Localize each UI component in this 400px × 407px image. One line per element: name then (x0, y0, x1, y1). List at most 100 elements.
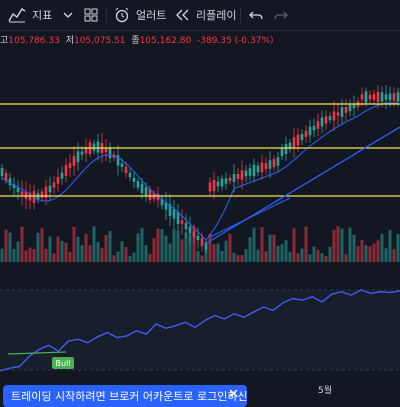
volume-bar (220, 251, 224, 262)
volume-bar (156, 228, 160, 262)
volume-bar (148, 253, 152, 262)
indicators-button[interactable]: 지표 (8, 0, 52, 30)
candle-body (164, 202, 168, 210)
volume-bar (68, 252, 72, 262)
volume-bar (340, 228, 344, 262)
volume-bar (396, 234, 400, 262)
candle-body (344, 107, 348, 113)
volume-bar (16, 241, 20, 262)
candle-body (48, 185, 52, 193)
volume-bar (200, 255, 204, 262)
bull-marker (52, 357, 74, 369)
candle-body (96, 141, 100, 153)
candle-body (224, 178, 228, 184)
undo-icon[interactable] (249, 0, 263, 30)
volume-bar (196, 250, 200, 262)
candle-body (140, 183, 144, 194)
chevron-down-icon[interactable] (63, 0, 73, 30)
candle-body (264, 162, 268, 170)
candle-body (388, 93, 392, 101)
volume-bar (204, 244, 208, 262)
volume-bar (308, 254, 312, 262)
close-icon[interactable]: ✕ (228, 387, 239, 402)
volume-bar (208, 233, 212, 262)
candle-body (104, 147, 108, 153)
low-value: 105,075.51 (73, 36, 126, 46)
volume-bar (348, 227, 352, 262)
high-label: 고 (0, 36, 9, 46)
candle-body (76, 151, 80, 163)
price-chart[interactable]: Bull (0, 52, 400, 400)
candle-body (108, 147, 112, 159)
candle-body (180, 220, 184, 224)
candle-body (188, 226, 192, 234)
candle-body (84, 146, 88, 154)
trend-line[interactable] (209, 197, 291, 238)
volume-bar (336, 226, 340, 262)
volume-bar (176, 231, 180, 262)
volume-bar (4, 229, 8, 262)
volume-bar (84, 233, 88, 262)
candle-body (292, 137, 296, 149)
candle-body (24, 191, 28, 199)
volume-bar (188, 234, 192, 262)
volume-bar (80, 245, 84, 262)
candle-body (252, 164, 256, 177)
redo-icon[interactable] (274, 0, 288, 30)
replay-button[interactable]: 리플레이 (176, 0, 236, 30)
candle-body (244, 170, 248, 177)
candle-body (28, 192, 32, 201)
candle-body (92, 143, 96, 151)
candle-body (332, 111, 336, 121)
alerts-button[interactable]: 얼러트 (114, 0, 166, 30)
trend-line[interactable] (204, 126, 400, 245)
candle-body (128, 172, 132, 178)
alarm-clock-icon (115, 7, 129, 23)
candle-body (72, 155, 76, 166)
volume-bar (260, 227, 264, 262)
volume-bar (116, 251, 120, 262)
candle-body (156, 193, 160, 201)
volume-bar (264, 251, 268, 262)
volume-bar (96, 241, 100, 262)
candle-body (60, 172, 64, 179)
candle-body (352, 103, 356, 109)
candle-body (284, 144, 288, 154)
volume-bar (24, 250, 28, 262)
volume-bar (20, 226, 24, 262)
volume-bar (388, 230, 392, 262)
candle-body (52, 182, 56, 188)
volume-bar (48, 236, 52, 262)
volume-bar (276, 245, 280, 262)
volume-bar (380, 233, 384, 262)
change-value: -389.35 (-0.37%) (197, 36, 274, 46)
candle-body (380, 92, 384, 102)
volume-bar (164, 235, 168, 262)
volume-bar (72, 226, 76, 262)
candle-body (68, 163, 72, 169)
candle-body (56, 177, 60, 184)
volume-bar (236, 255, 240, 262)
volume-bar (272, 234, 276, 262)
volume-bar (384, 248, 388, 262)
candle-body (384, 94, 388, 100)
bull-divergence-line (7, 351, 67, 355)
volume-bar (304, 226, 308, 262)
volume-bar (288, 251, 292, 262)
volume-bar (280, 244, 284, 262)
candle-body (0, 167, 4, 177)
volume-bar (352, 234, 356, 262)
horizontal-levels[interactable] (0, 103, 400, 197)
volume-bar (296, 253, 300, 262)
volume-bar (112, 255, 116, 262)
volume-bar (252, 227, 256, 262)
login-banner[interactable]: 트레이딩 시작하려면 브로커 어카운트로 로그인하신 ✕ (3, 385, 247, 407)
trend-lines[interactable] (204, 126, 400, 245)
volume-bar (92, 226, 96, 262)
candle-body (288, 142, 292, 150)
layout-grid-icon[interactable] (84, 0, 98, 30)
candle-body (260, 162, 264, 173)
indicators-icon (8, 8, 26, 23)
candle-body (12, 184, 16, 188)
candle-body (336, 112, 340, 116)
